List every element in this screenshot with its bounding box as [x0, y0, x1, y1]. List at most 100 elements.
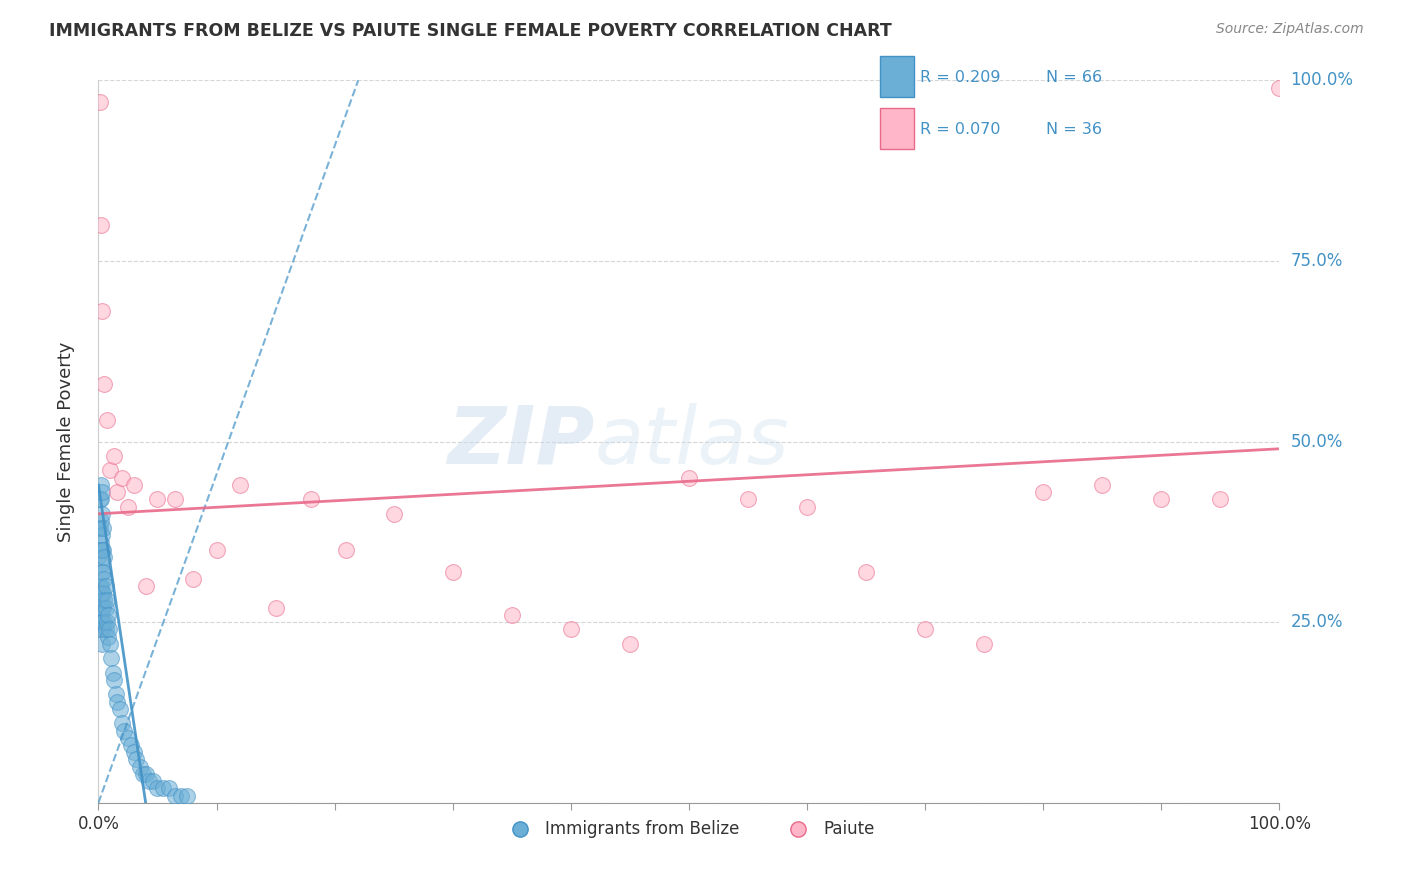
- Point: [105, 485, 128, 500]
- Point: [128, 760, 150, 774]
- Point: [100, 651, 122, 665]
- Text: Source: ZipAtlas.com: Source: ZipAtlas.com: [1216, 22, 1364, 37]
- Point: [135, 579, 157, 593]
- Text: ZIP: ZIP: [447, 402, 595, 481]
- Text: 75.0%: 75.0%: [1291, 252, 1343, 270]
- Point: [229, 478, 252, 492]
- Point: [96, 615, 118, 630]
- Point: [91, 565, 114, 579]
- Point: [737, 492, 759, 507]
- Point: [122, 478, 145, 492]
- Point: [91, 615, 114, 630]
- Text: 50.0%: 50.0%: [1291, 433, 1343, 450]
- Point: [335, 542, 357, 557]
- Point: [101, 665, 124, 680]
- Text: N = 36: N = 36: [1046, 121, 1102, 136]
- Point: [93, 615, 115, 630]
- Point: [91, 586, 114, 600]
- Point: [98, 463, 121, 477]
- Point: [855, 565, 877, 579]
- Point: [93, 593, 115, 607]
- Text: N = 66: N = 66: [1046, 70, 1102, 85]
- Point: [87, 521, 110, 535]
- Point: [111, 716, 134, 731]
- Point: [165, 492, 187, 507]
- Text: 100.0%: 100.0%: [1291, 71, 1354, 89]
- Point: [108, 702, 131, 716]
- Point: [382, 507, 405, 521]
- Y-axis label: Single Female Poverty: Single Female Poverty: [56, 342, 75, 541]
- Point: [796, 500, 818, 514]
- Point: [117, 500, 139, 514]
- Point: [264, 600, 287, 615]
- Point: [142, 774, 165, 789]
- Point: [91, 600, 114, 615]
- Point: [94, 600, 117, 615]
- Point: [1032, 485, 1054, 500]
- Point: [98, 623, 121, 637]
- Point: [619, 637, 641, 651]
- Point: [157, 781, 180, 796]
- Point: [91, 542, 114, 557]
- Point: [96, 593, 118, 607]
- Point: [90, 593, 112, 607]
- Point: [90, 514, 112, 528]
- Point: [97, 607, 120, 622]
- Point: [90, 492, 112, 507]
- Point: [89, 542, 111, 557]
- Point: [165, 789, 187, 803]
- Point: [90, 218, 112, 232]
- Point: [1209, 492, 1232, 507]
- Point: [96, 413, 118, 427]
- Point: [1150, 492, 1173, 507]
- Text: IMMIGRANTS FROM BELIZE VS PAIUTE SINGLE FEMALE POVERTY CORRELATION CHART: IMMIGRANTS FROM BELIZE VS PAIUTE SINGLE …: [49, 22, 891, 40]
- Point: [1268, 80, 1291, 95]
- Point: [105, 695, 128, 709]
- Bar: [880, 56, 914, 97]
- Text: R = 0.209: R = 0.209: [920, 70, 1000, 85]
- Point: [87, 550, 110, 565]
- Legend: Immigrants from Belize, Paiute: Immigrants from Belize, Paiute: [496, 814, 882, 845]
- Point: [91, 600, 114, 615]
- Point: [111, 470, 134, 484]
- Point: [103, 673, 125, 687]
- Point: [91, 304, 114, 318]
- Point: [91, 586, 114, 600]
- Point: [146, 781, 169, 796]
- Point: [152, 781, 174, 796]
- Point: [122, 745, 145, 759]
- Point: [93, 572, 115, 586]
- Point: [105, 687, 128, 701]
- Point: [560, 623, 582, 637]
- Point: [90, 535, 112, 549]
- Point: [89, 579, 111, 593]
- Point: [97, 630, 120, 644]
- Point: [89, 521, 111, 535]
- Point: [103, 449, 125, 463]
- Point: [98, 637, 121, 651]
- Point: [117, 731, 139, 745]
- Point: [90, 579, 112, 593]
- Point: [93, 376, 115, 391]
- Point: [501, 607, 523, 622]
- Text: 25.0%: 25.0%: [1291, 613, 1343, 632]
- Point: [170, 789, 193, 803]
- Point: [138, 774, 160, 789]
- Point: [91, 507, 114, 521]
- Point: [91, 542, 114, 557]
- Point: [94, 579, 117, 593]
- Point: [91, 528, 114, 542]
- Point: [205, 542, 228, 557]
- Point: [973, 637, 995, 651]
- Point: [91, 521, 114, 535]
- Point: [441, 565, 464, 579]
- Point: [91, 565, 114, 579]
- Point: [176, 789, 198, 803]
- Point: [678, 470, 700, 484]
- Point: [91, 485, 114, 500]
- Point: [91, 623, 114, 637]
- Bar: [880, 109, 914, 149]
- Point: [135, 767, 157, 781]
- Point: [1091, 478, 1114, 492]
- Text: atlas: atlas: [595, 402, 789, 481]
